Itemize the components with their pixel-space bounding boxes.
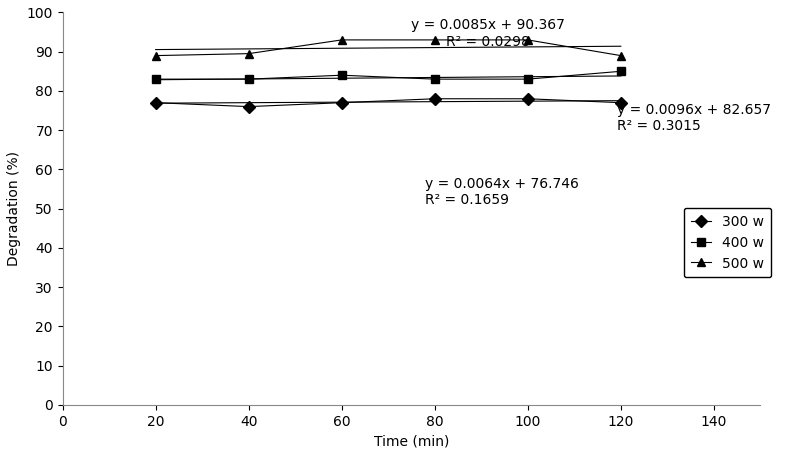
300 w bbox=[337, 100, 347, 106]
500 w bbox=[337, 37, 347, 43]
500 w bbox=[244, 51, 254, 56]
500 w bbox=[523, 37, 533, 43]
400 w bbox=[616, 69, 626, 74]
Line: 300 w: 300 w bbox=[152, 95, 625, 111]
400 w bbox=[430, 76, 440, 82]
500 w bbox=[616, 53, 626, 58]
300 w bbox=[616, 100, 626, 106]
500 w bbox=[151, 53, 161, 58]
300 w bbox=[244, 104, 254, 109]
Text: y = 0.0096x + 82.657
R² = 0.3015: y = 0.0096x + 82.657 R² = 0.3015 bbox=[618, 103, 771, 133]
Y-axis label: Degradation (%): Degradation (%) bbox=[7, 151, 21, 266]
300 w bbox=[523, 96, 533, 101]
Line: 500 w: 500 w bbox=[152, 36, 625, 60]
Text: y = 0.0064x + 76.746
R² = 0.1659: y = 0.0064x + 76.746 R² = 0.1659 bbox=[425, 177, 580, 207]
300 w bbox=[151, 100, 161, 106]
X-axis label: Time (min): Time (min) bbox=[374, 434, 449, 448]
Legend: 300 w, 400 w, 500 w: 300 w, 400 w, 500 w bbox=[684, 208, 771, 278]
400 w bbox=[151, 76, 161, 82]
300 w bbox=[430, 96, 440, 101]
Line: 400 w: 400 w bbox=[152, 67, 625, 83]
Text: y = 0.0085x + 90.367
R² = 0.0298: y = 0.0085x + 90.367 R² = 0.0298 bbox=[412, 18, 565, 49]
400 w bbox=[244, 76, 254, 82]
500 w bbox=[430, 37, 440, 43]
400 w bbox=[337, 72, 347, 78]
400 w bbox=[523, 76, 533, 82]
